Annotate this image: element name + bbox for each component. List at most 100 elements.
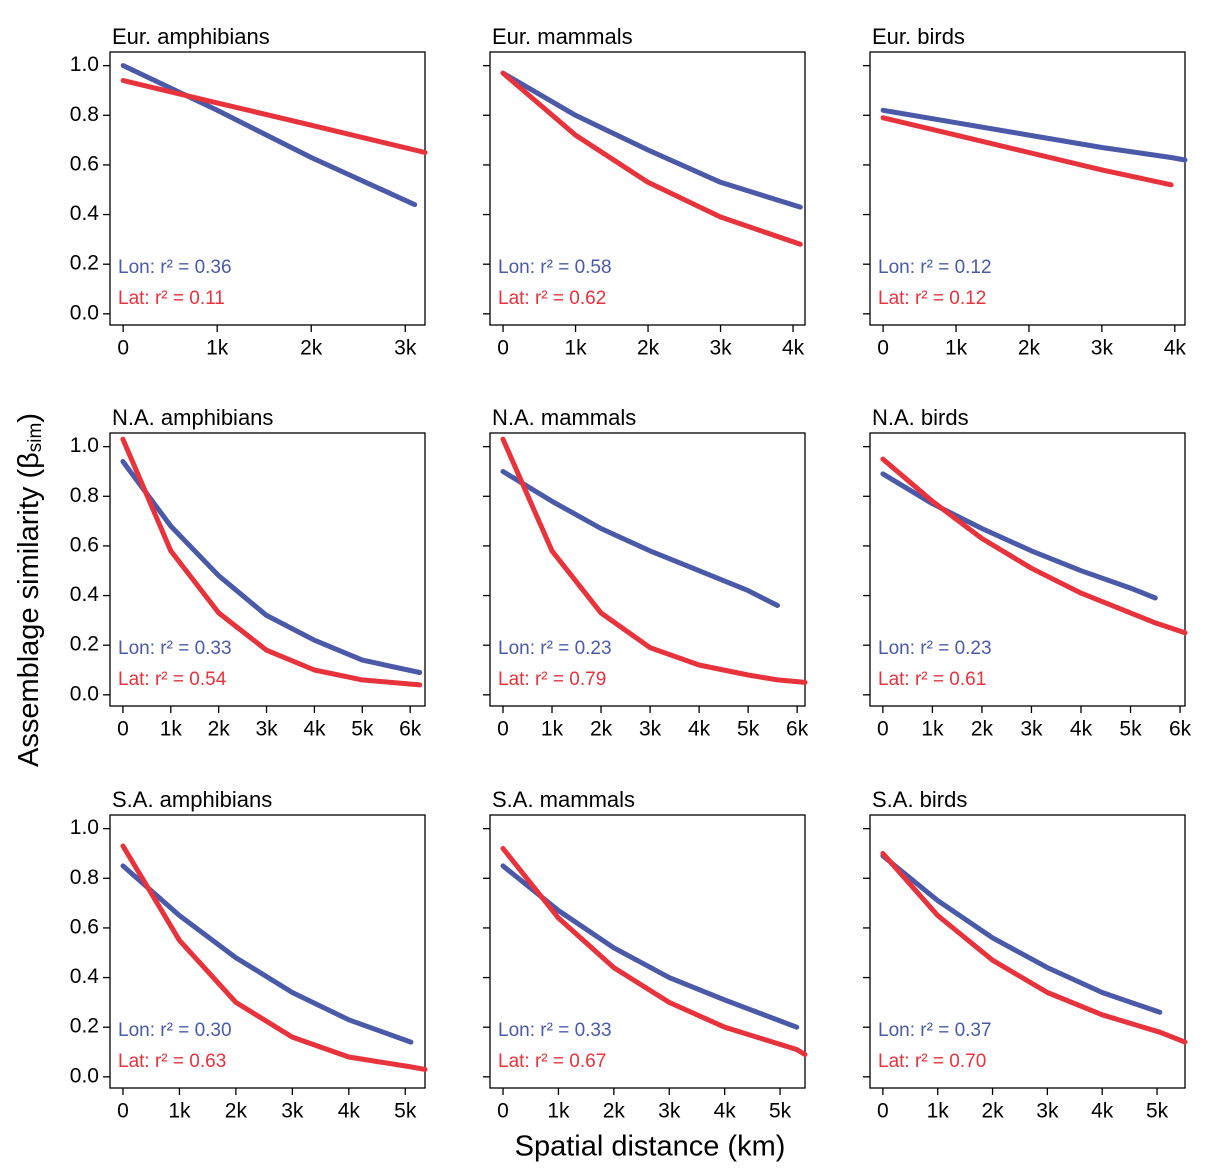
r2-annotation: Lon: r² = 0.23 — [878, 638, 992, 659]
x-tick-label: 5k — [1119, 718, 1142, 741]
x-tick-label: 3k — [281, 1100, 304, 1123]
x-tick-label: 4k — [782, 337, 805, 360]
y-label-end: ) — [13, 413, 45, 423]
x-tick-label: 1k — [160, 718, 183, 741]
r2-annotation: Lon: r² = 0.37 — [878, 1020, 992, 1041]
panel: N.A. amphibians0.00.20.40.60.81.001k2k3k… — [70, 405, 425, 741]
x-tick-label: 1k — [541, 718, 564, 741]
fit-line — [883, 854, 1185, 1043]
r2-annotation: Lon: r² = 0.58 — [498, 257, 612, 278]
panel-title: N.A. birds — [872, 405, 969, 430]
panel: N.A. birds 0 1k 2k 3k 4k 5k 6k Lon: r² = 0.23 Lat… — [863, 405, 1192, 741]
y-tick-label: 1.0 — [70, 434, 99, 457]
x-tick-label: 1k — [921, 718, 944, 741]
x-tick-label: 4k — [303, 718, 326, 741]
x-tick-label: 4k — [1164, 337, 1187, 360]
y-tick-label: 0.2 — [70, 252, 99, 275]
x-tick-label: 3k — [255, 718, 278, 741]
fit-line — [503, 866, 797, 1027]
x-tick-label: 1k — [168, 1100, 191, 1123]
r2-annotation: Lat: r² = 0.79 — [498, 669, 606, 690]
plot-frame — [490, 815, 805, 1088]
x-tick-label: 5k — [351, 718, 374, 741]
x-tick-label: 2k — [603, 1100, 626, 1123]
plot-frame — [870, 52, 1185, 325]
x-tick-label: 4k — [1070, 718, 1093, 741]
r2-annotation: Lat: r² = 0.70 — [878, 1051, 986, 1072]
x-tick-label: 5k — [769, 1100, 792, 1123]
x-tick-label: 5k — [394, 1100, 417, 1123]
x-tick-label: 2k — [971, 718, 994, 741]
x-tick-label: 2k — [208, 718, 231, 741]
r2-annotation: Lon: r² = 0.36 — [118, 257, 232, 278]
panel-title: Eur. amphibians — [112, 24, 270, 49]
plot-frame — [870, 433, 1185, 706]
x-tick-label: 5k — [737, 718, 760, 741]
x-tick-label: 2k — [637, 337, 660, 360]
x-tick-label: 4k — [338, 1100, 361, 1123]
y-label-main: Assemblage similarity (β — [13, 452, 45, 767]
y-tick-label: 0.4 — [70, 202, 100, 225]
x-tick-label: 3k — [709, 337, 732, 360]
x-tick-label: 0 — [497, 337, 509, 360]
r2-annotation: Lat: r² = 0.63 — [118, 1051, 226, 1072]
x-tick-label: 1k — [547, 1100, 570, 1123]
x-tick-label: 1k — [927, 1100, 950, 1123]
x-tick-label: 0 — [877, 337, 889, 360]
x-tick-label: 3k — [1020, 718, 1043, 741]
x-tick-label: 3k — [1091, 337, 1114, 360]
y-axis-label: Assemblage similarity (βsim) — [13, 413, 46, 767]
r2-annotation: Lon: r² = 0.12 — [878, 257, 992, 278]
panel-title: S.A. birds — [872, 787, 967, 812]
y-tick-label: 0.6 — [70, 152, 99, 175]
x-tick-label: 6k — [1169, 718, 1192, 741]
figure: Spatial distance (km) Assemblage similar… — [0, 0, 1223, 1170]
y-tick-label: 0.6 — [70, 533, 99, 556]
x-tick-label: 2k — [981, 1100, 1004, 1123]
panel-title: Eur. mammals — [492, 24, 633, 49]
x-tick-label: 3k — [1036, 1100, 1059, 1123]
fit-line — [883, 856, 1160, 1012]
x-tick-label: 2k — [300, 337, 323, 360]
r2-annotation: Lon: r² = 0.33 — [498, 1020, 612, 1041]
x-tick-label: 4k — [688, 718, 711, 741]
x-tick-label: 1k — [206, 337, 229, 360]
plot-frame — [490, 433, 805, 706]
r2-annotation: Lat: r² = 0.54 — [118, 669, 227, 690]
plot-frame — [110, 815, 425, 1088]
fit-line — [123, 81, 425, 153]
panel-title: N.A. mammals — [492, 405, 636, 430]
x-tick-label: 3k — [639, 718, 662, 741]
panel-title: S.A. amphibians — [112, 787, 272, 812]
x-tick-label: 1k — [945, 337, 968, 360]
panel-title: Eur. birds — [872, 24, 965, 49]
y-tick-label: 0.8 — [70, 866, 99, 889]
x-tick-label: 1k — [564, 337, 587, 360]
x-tick-label: 2k — [225, 1100, 248, 1123]
x-tick-label: 6k — [786, 718, 809, 741]
y-tick-label: 1.0 — [70, 53, 99, 76]
x-tick-label: 5k — [1146, 1100, 1169, 1123]
x-tick-label: 0 — [497, 718, 509, 741]
r2-annotation: Lat: r² = 0.62 — [498, 288, 606, 309]
r2-annotation: Lat: r² = 0.61 — [878, 669, 986, 690]
r2-annotation: Lon: r² = 0.33 — [118, 638, 232, 659]
y-tick-label: 1.0 — [70, 816, 99, 839]
panel: Eur. mammals 0 1k 2k 3k 4k Lon: r² = 0.58 Lat: … — [483, 24, 805, 360]
x-tick-label: 0 — [877, 718, 889, 741]
x-tick-label: 4k — [714, 1100, 737, 1123]
y-tick-label: 0.2 — [70, 1015, 99, 1038]
x-tick-label: 2k — [1018, 337, 1041, 360]
y-label-sub: sim — [25, 423, 46, 453]
x-tick-label: 3k — [658, 1100, 681, 1123]
x-tick-label: 0 — [117, 337, 129, 360]
x-tick-label: 4k — [1091, 1100, 1114, 1123]
x-tick-label: 6k — [399, 718, 422, 741]
y-tick-label: 0.2 — [70, 633, 99, 656]
r2-annotation: Lon: r² = 0.30 — [118, 1020, 232, 1041]
